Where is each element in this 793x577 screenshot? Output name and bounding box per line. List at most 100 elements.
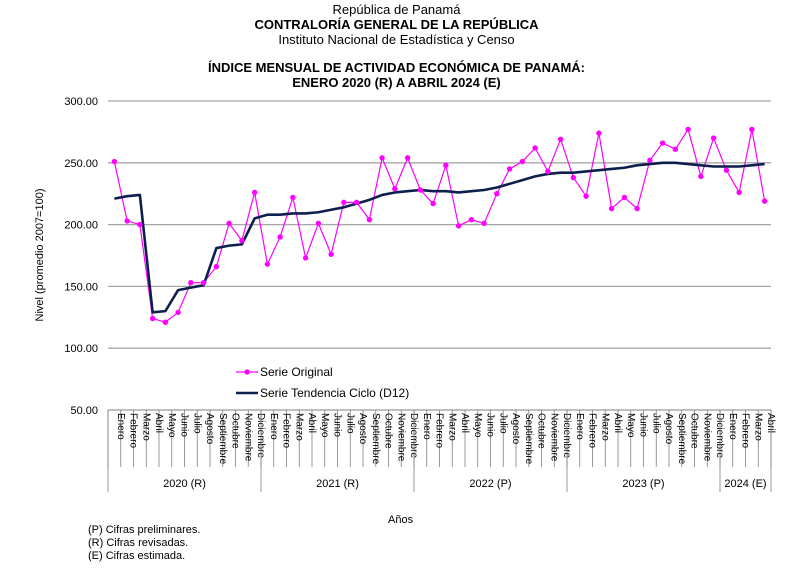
series-original-point (417, 187, 424, 193)
month-label: Enero (421, 413, 432, 440)
month-label: Enero (268, 413, 279, 440)
series-original-point (379, 155, 385, 161)
month-label: Noviembre (701, 413, 712, 462)
legend-swatch-original (236, 366, 258, 378)
header-institute: Instituto Nacional de Estadística y Cens… (278, 32, 515, 47)
series-original-point (710, 135, 717, 141)
series-original-point (519, 158, 526, 165)
month-label: Abril (306, 413, 317, 433)
month-label: Mayo (472, 413, 483, 438)
series-original-point (621, 194, 628, 201)
year-label: 2024 (E) (724, 478, 766, 490)
month-label: Octubre (689, 413, 700, 449)
month-label: Enero (115, 413, 126, 440)
series-original-point (137, 221, 143, 228)
month-label: Mayo (625, 413, 636, 438)
month-label: Febrero (128, 413, 139, 448)
series-original-point (124, 218, 130, 224)
series-original-point (251, 189, 258, 196)
series-original-point (226, 220, 232, 227)
year-label: 2020 (R) (163, 478, 206, 490)
series-original-line (113, 127, 766, 323)
month-label: Febrero (434, 413, 445, 448)
month-label: Junio (179, 413, 190, 437)
month-label: Marzo (293, 413, 304, 441)
y-tick-label: 100.00 (64, 343, 98, 355)
series-original-point (353, 199, 360, 206)
series-original-point (481, 220, 487, 227)
series-original-point (341, 199, 347, 206)
month-label: Abril (612, 413, 623, 433)
series-original-point (634, 205, 640, 212)
series-original-point (455, 223, 462, 229)
series-original-point (685, 126, 691, 133)
month-label: Septiembre (676, 413, 687, 465)
series-original-point (443, 162, 449, 168)
header-country: República de Panamá (332, 2, 461, 17)
chart-title: ÍNDICE MENSUAL DE ACTIVIDAD ECONÓMICA DE… (207, 60, 585, 75)
legend-item-trend: Serie Tendencia Ciclo (D12) (236, 382, 409, 403)
year-label: 2022 (P) (469, 478, 511, 490)
series-original-point (545, 168, 551, 175)
month-label: Noviembre (395, 413, 406, 462)
series-original-point (277, 234, 283, 240)
month-label: Junio (485, 413, 496, 437)
series-original-point (404, 155, 411, 161)
month-label: Marzo (599, 413, 610, 441)
month-label: Julio (191, 413, 202, 434)
month-label: Mayo (166, 413, 177, 438)
series-original-point (366, 216, 373, 223)
month-label: Febrero (740, 413, 751, 448)
month-label: Septiembre (217, 413, 228, 465)
month-label: Agosto (357, 413, 368, 445)
series-original-point (162, 319, 169, 325)
series-original-point (659, 140, 666, 146)
legend-item-original: Serie Original (236, 361, 409, 382)
month-label: Junio (332, 413, 343, 437)
header-institution: CONTRALORÍA GENERAL DE LA REPÚBLICA (254, 17, 539, 32)
series-original-point (647, 157, 653, 164)
series-original-point (200, 279, 207, 286)
month-label: Junio (638, 413, 649, 437)
month-label: Agosto (663, 413, 674, 445)
series-original-point (672, 146, 679, 152)
series-original-point (188, 279, 194, 286)
series-original-point (264, 261, 271, 267)
y-tick-label: 300.00 (64, 96, 98, 108)
month-label: Mayo (319, 413, 330, 438)
footnote-estimated: (E) Cifras estimada. (88, 550, 186, 562)
series-original-point (111, 158, 118, 165)
series-original-point (570, 174, 577, 181)
footnotes: (P) Cifras preliminares. (R) Cifras revi… (88, 524, 200, 563)
series-original-point (494, 191, 500, 197)
series-original-point (392, 186, 398, 192)
month-label: Julio (497, 413, 508, 434)
series-original-point (736, 189, 742, 196)
year-label: 2023 (P) (622, 478, 664, 490)
series-original-point (328, 251, 334, 257)
series-trend-line (114, 161, 765, 314)
month-label: Agosto (204, 413, 215, 445)
footnote-revised: (R) Cifras revisadas. (88, 537, 189, 549)
series-original-point (608, 205, 615, 212)
y-tick-label: 250.00 (64, 158, 98, 170)
series-original-point (468, 216, 475, 223)
series-original-point (698, 173, 704, 180)
month-label: Julio (344, 413, 355, 434)
month-label: Octubre (230, 413, 241, 449)
series-original-point (596, 130, 602, 136)
month-label: Febrero (281, 413, 292, 448)
month-label: Octubre (383, 413, 394, 449)
month-label: Noviembre (548, 413, 559, 462)
series-original-point (290, 194, 296, 201)
month-label: Septiembre (523, 413, 534, 465)
chart-subtitle: ENERO 2020 (R) A ABRIL 2024 (E) (292, 75, 501, 90)
month-label: Marzo (752, 413, 763, 441)
month-label: Octubre (536, 413, 547, 449)
series-original-point (213, 263, 220, 270)
series-original-point (239, 237, 245, 244)
month-label: Septiembre (370, 413, 381, 465)
legend: Serie Original Serie Tendencia Ciclo (D1… (236, 361, 409, 403)
series-original-point (315, 220, 322, 227)
